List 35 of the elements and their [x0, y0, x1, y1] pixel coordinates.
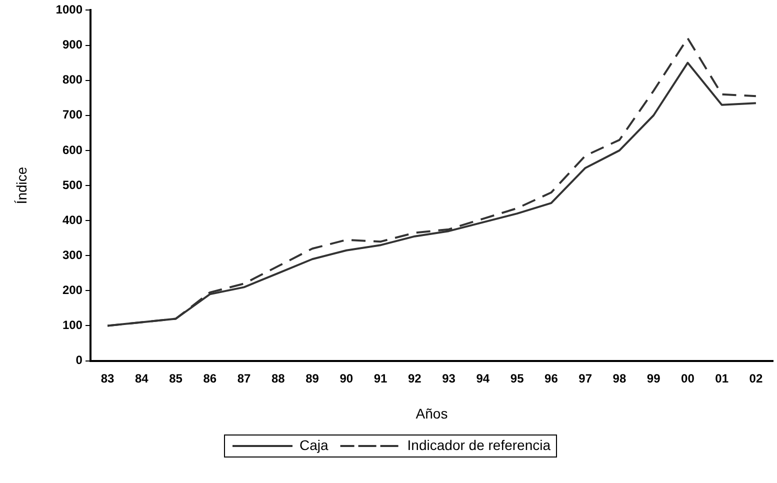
- x-tick-label: 94: [476, 371, 490, 386]
- x-tick-label: 98: [612, 371, 626, 386]
- x-tick-label: 83: [100, 371, 115, 386]
- x-tick-label: 00: [681, 371, 695, 386]
- x-tick-label: 85: [169, 371, 183, 386]
- y-axis-title: Índice: [13, 166, 30, 204]
- x-tick-label: 96: [544, 371, 558, 386]
- x-tick-label: 86: [203, 371, 217, 386]
- legend-label: Caja: [300, 436, 329, 453]
- x-tick-label: 97: [578, 371, 592, 386]
- x-axis-title: Años: [416, 405, 448, 422]
- x-tick-label: 99: [646, 371, 661, 386]
- y-tick-label: 0: [76, 353, 83, 368]
- y-tick-label: 800: [62, 72, 83, 87]
- y-tick-label: 900: [62, 38, 83, 52]
- x-tick-label: 02: [749, 371, 763, 386]
- x-tick-label: 84: [135, 371, 149, 386]
- x-tick-label: 91: [374, 371, 388, 386]
- y-tick-label: 200: [62, 282, 83, 297]
- y-tick-label: 500: [62, 178, 83, 192]
- x-tick-label: 95: [510, 371, 524, 386]
- y-tick-label: 400: [62, 212, 83, 227]
- x-tick-label: 01: [715, 371, 729, 386]
- x-tick-label: 89: [306, 371, 320, 386]
- y-tick-label: 600: [62, 142, 83, 157]
- legend-label: Indicador de referencia: [407, 436, 551, 453]
- y-tick-label: 700: [62, 108, 83, 122]
- x-tick-label: 93: [442, 371, 456, 386]
- x-tick-label: 87: [237, 371, 252, 386]
- y-tick-label: 100: [62, 318, 83, 332]
- y-tick-label: 1000: [56, 2, 83, 17]
- y-tick-label: 300: [62, 248, 83, 262]
- x-tick-label: 90: [340, 371, 354, 386]
- x-tick-label: 88: [272, 371, 286, 386]
- x-tick-label: 92: [408, 371, 422, 386]
